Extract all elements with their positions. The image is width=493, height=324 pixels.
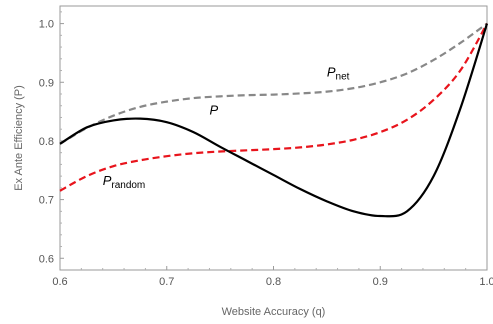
y-tick-label: 0.6 bbox=[39, 253, 54, 265]
x-axis-title: Website Accuracy (q) bbox=[222, 306, 326, 318]
series-label-letter: P bbox=[327, 64, 336, 79]
series-line-p-random bbox=[59, 23, 488, 192]
series-label-letter: P bbox=[103, 173, 112, 188]
series-label-subscript: random bbox=[111, 180, 145, 191]
y-tick-label: 0.7 bbox=[39, 195, 54, 207]
x-tick-label: 0.7 bbox=[159, 276, 174, 288]
series-label-subscript: net bbox=[336, 71, 350, 82]
plot-frame bbox=[59, 5, 488, 271]
x-tick-label: 0.9 bbox=[373, 276, 388, 288]
series-label-letter: P bbox=[209, 103, 218, 118]
y-tick-label: 0.8 bbox=[39, 136, 54, 148]
y-axis-title: Ex Ante Efficiency (P) bbox=[13, 85, 25, 191]
series-label-p-net: Pnet bbox=[327, 64, 350, 82]
y-tick-label: 0.9 bbox=[39, 77, 54, 89]
series-lines bbox=[59, 22, 489, 218]
series-line-p-net bbox=[59, 22, 488, 145]
series-line-p bbox=[59, 23, 489, 218]
x-tick-label: 1.0 bbox=[479, 276, 493, 288]
x-tick-label: 0.6 bbox=[52, 276, 67, 288]
y-tick-label: 1.0 bbox=[39, 19, 54, 31]
series-label-p: P bbox=[209, 103, 218, 118]
x-tick-label: 0.8 bbox=[266, 276, 281, 288]
series-label-p-random: Prandom bbox=[103, 173, 146, 191]
axis-ticks: 0.6 0.7 0.8 0.9 1.0 0.6 0.7 0.8 0.9 1.0 bbox=[39, 11, 493, 288]
